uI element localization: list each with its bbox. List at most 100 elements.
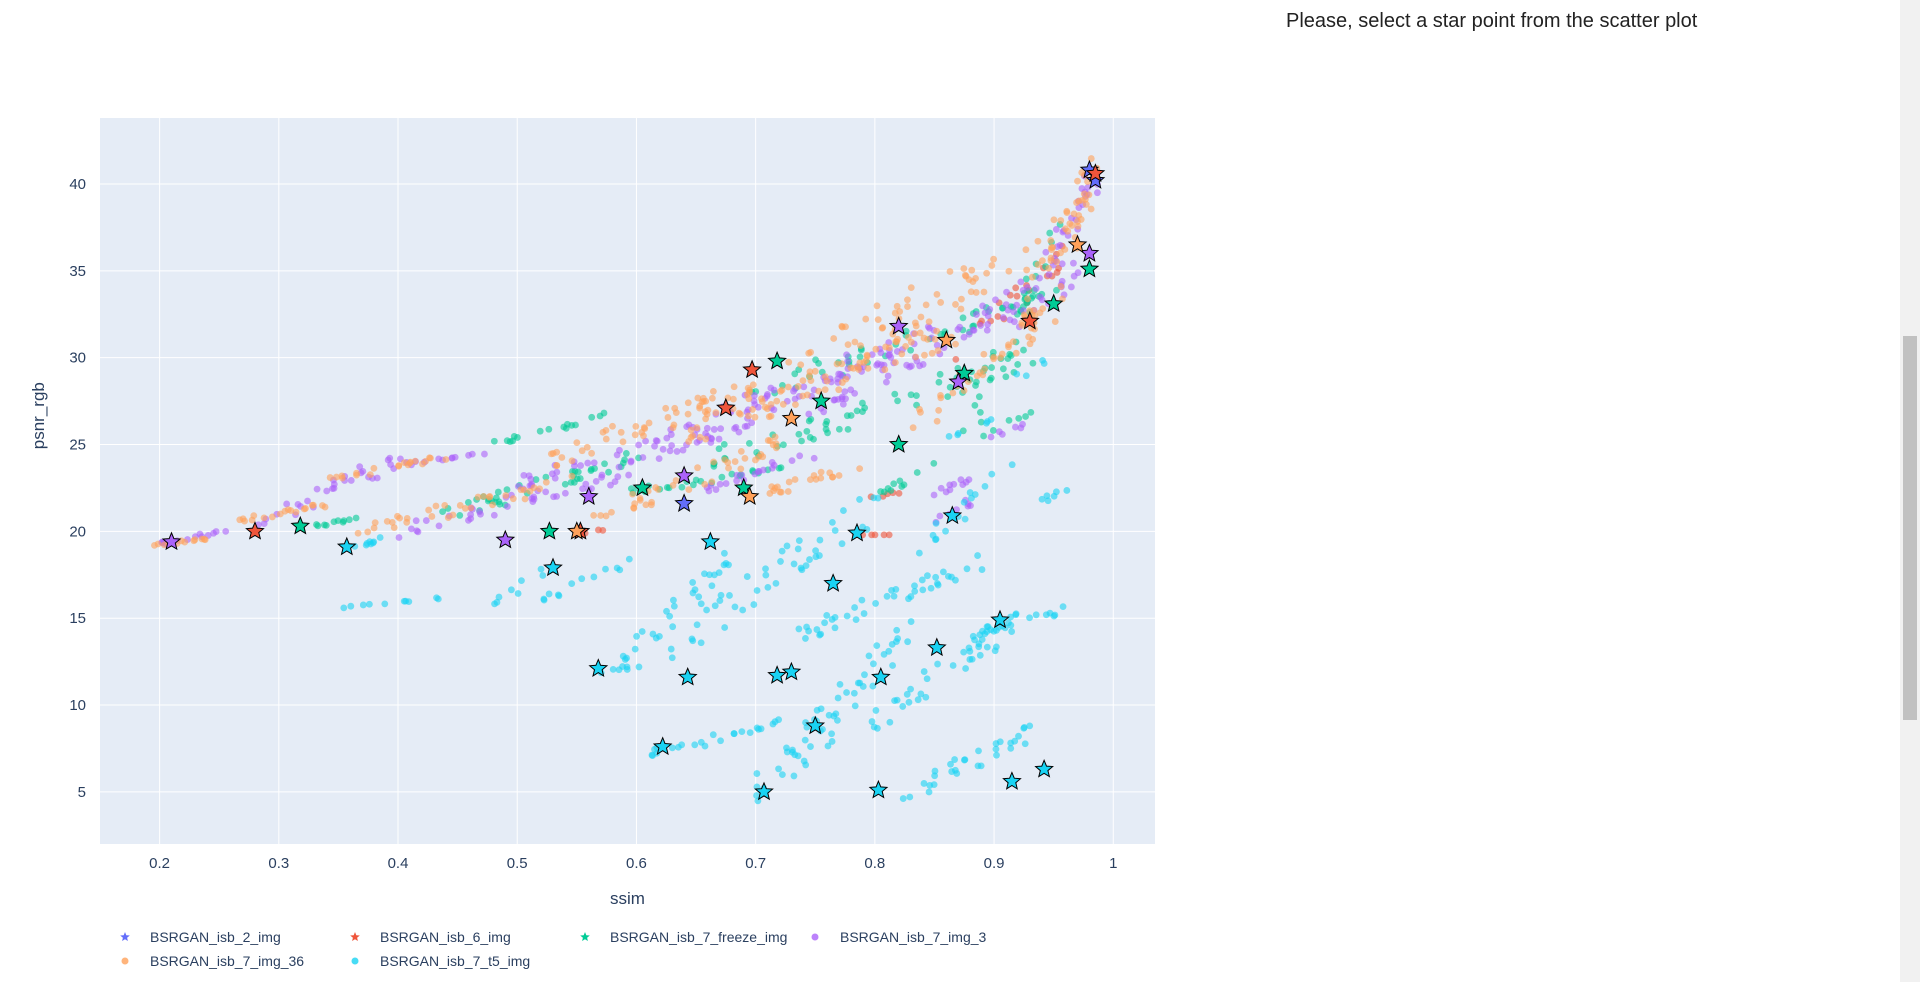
scatter-point[interactable] xyxy=(1053,258,1061,266)
scatter-point[interactable] xyxy=(892,586,900,593)
scatter-point[interactable] xyxy=(967,288,975,296)
scatter-point[interactable] xyxy=(456,502,464,509)
scatter-point[interactable] xyxy=(716,597,724,605)
scatter-point[interactable] xyxy=(191,536,199,544)
scatter-point[interactable] xyxy=(972,289,980,296)
scatter-point[interactable] xyxy=(480,492,488,500)
scatter-point[interactable] xyxy=(988,470,996,478)
scatter-point[interactable] xyxy=(735,409,743,417)
scatter-point[interactable] xyxy=(913,392,920,400)
scatter-point[interactable] xyxy=(1023,266,1031,274)
scatter-point[interactable] xyxy=(889,662,896,669)
scatter-point[interactable] xyxy=(990,627,998,635)
scatter-point[interactable] xyxy=(510,432,518,440)
scatter-point[interactable] xyxy=(745,395,753,403)
scatter-point[interactable] xyxy=(721,549,728,557)
legend-label[interactable]: BSRGAN_isb_7_img_3 xyxy=(840,929,987,945)
scatter-point[interactable] xyxy=(623,654,630,662)
scatter-point[interactable] xyxy=(702,415,710,423)
scatter-point[interactable] xyxy=(725,464,732,472)
scatter-point[interactable] xyxy=(638,628,646,635)
scatter-point[interactable] xyxy=(439,508,446,516)
scatter-point[interactable] xyxy=(899,703,907,710)
scatter-point[interactable] xyxy=(765,413,773,421)
scatter-point[interactable] xyxy=(1027,408,1035,416)
scatter-point[interactable] xyxy=(595,526,602,534)
scatter-point[interactable] xyxy=(983,419,990,427)
scatter-point[interactable] xyxy=(816,552,823,559)
scatter-point[interactable] xyxy=(907,685,914,693)
scatter-point[interactable] xyxy=(525,472,533,480)
scatter-point[interactable] xyxy=(588,413,596,421)
scatter-point[interactable] xyxy=(741,454,749,462)
scatter-point[interactable] xyxy=(884,372,892,380)
scatter-point[interactable] xyxy=(784,383,792,391)
scatter-point[interactable] xyxy=(1008,628,1016,635)
scatter-point[interactable] xyxy=(584,459,592,467)
scatter-point[interactable] xyxy=(906,363,913,371)
scatter-point[interactable] xyxy=(639,454,647,461)
scatter-point[interactable] xyxy=(627,458,635,466)
scatter-point[interactable] xyxy=(873,302,881,310)
scatter-point[interactable] xyxy=(532,476,540,483)
scatter-point[interactable] xyxy=(924,335,931,343)
scatter-point[interactable] xyxy=(794,383,802,390)
scatter-point[interactable] xyxy=(1012,611,1020,619)
scatter-point[interactable] xyxy=(918,576,926,584)
scatter-point[interactable] xyxy=(489,501,496,509)
scatter-point[interactable] xyxy=(976,651,984,659)
scatter-point[interactable] xyxy=(776,488,784,496)
scatter-point[interactable] xyxy=(971,401,979,409)
scatter-point[interactable] xyxy=(839,400,847,408)
scatter-point[interactable] xyxy=(844,357,852,365)
scatter-point[interactable] xyxy=(992,745,1000,753)
scatter-point[interactable] xyxy=(874,494,882,502)
scatter-point[interactable] xyxy=(998,430,1006,438)
scatter-point[interactable] xyxy=(1087,205,1095,213)
scatter-point[interactable] xyxy=(666,447,674,455)
scatter-point[interactable] xyxy=(753,587,761,594)
scatter-point[interactable] xyxy=(792,401,799,409)
scatter-point[interactable] xyxy=(615,463,623,471)
scatter-point[interactable] xyxy=(553,493,561,500)
scatter-point[interactable] xyxy=(806,476,814,484)
scatter-point[interactable] xyxy=(1020,311,1028,319)
scatter-point[interactable] xyxy=(542,488,550,496)
scatter-point[interactable] xyxy=(838,379,846,386)
scatter-point[interactable] xyxy=(625,471,633,479)
scatter-point[interactable] xyxy=(592,477,600,485)
scatter-point[interactable] xyxy=(945,432,953,440)
scatter-point[interactable] xyxy=(823,612,831,619)
scatter-point[interactable] xyxy=(791,395,799,403)
scatter-point[interactable] xyxy=(791,476,799,483)
scatter-point[interactable] xyxy=(422,517,430,524)
scatter-point[interactable] xyxy=(687,434,695,441)
star-point[interactable] xyxy=(847,522,867,542)
scatter-point[interactable] xyxy=(890,480,898,488)
scatter-point[interactable] xyxy=(160,541,168,549)
scatter-point[interactable] xyxy=(1023,284,1031,291)
scatter-point[interactable] xyxy=(896,477,904,485)
scatter-point[interactable] xyxy=(920,668,928,675)
scatter-point[interactable] xyxy=(518,577,525,585)
scatter-point[interactable] xyxy=(905,698,913,706)
scatter-point[interactable] xyxy=(718,473,726,481)
scatter-point[interactable] xyxy=(1057,283,1065,290)
scatter-point[interactable] xyxy=(905,334,912,341)
scatter-point[interactable] xyxy=(821,386,829,394)
scatter-point[interactable] xyxy=(838,395,846,403)
scatter-point[interactable] xyxy=(880,650,888,658)
scatter-point[interactable] xyxy=(200,535,208,543)
scatter-point[interactable] xyxy=(851,604,859,611)
scatter-point[interactable] xyxy=(907,284,915,292)
scatter-point[interactable] xyxy=(405,598,413,606)
scatter-point[interactable] xyxy=(448,454,456,462)
scatter-point[interactable] xyxy=(856,496,863,503)
scatter-point[interactable] xyxy=(925,788,933,796)
scatter-point[interactable] xyxy=(716,480,724,488)
scatter-point[interactable] xyxy=(545,590,553,598)
scatter-point[interactable] xyxy=(904,303,911,310)
scatter-point[interactable] xyxy=(874,360,882,368)
scatter-point[interactable] xyxy=(717,591,725,599)
scatter-point[interactable] xyxy=(902,343,909,350)
